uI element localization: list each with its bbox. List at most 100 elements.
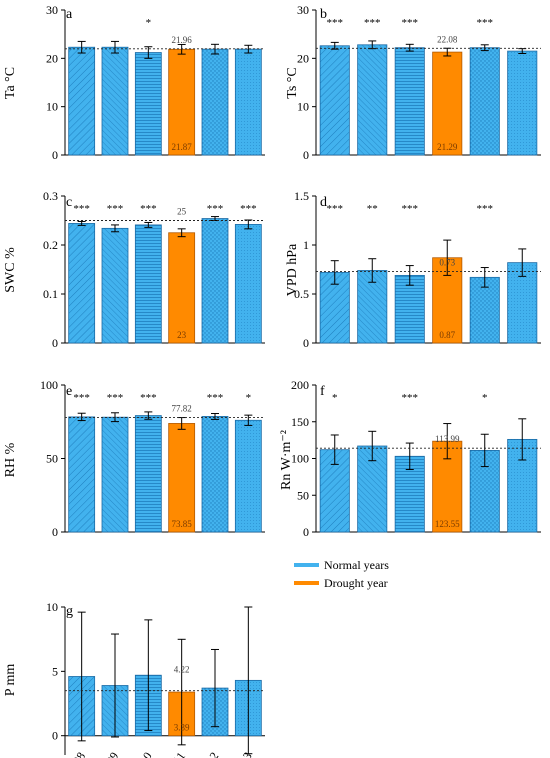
panel-letter: a	[66, 7, 73, 22]
y-axis-label: Ta °C	[3, 67, 18, 99]
significance-marker: ***	[73, 203, 90, 215]
y-tick-label: 0	[52, 729, 58, 743]
y-tick-label: 10	[46, 100, 58, 114]
y-tick-label: 0.2	[43, 238, 58, 252]
bar-2011	[168, 232, 196, 344]
significance-marker: *	[482, 392, 488, 404]
significance-marker: ***	[207, 392, 224, 404]
reference-mean-label: 4.22	[174, 665, 190, 675]
y-tick-label: 0	[303, 525, 309, 539]
significance-marker: ***	[327, 17, 344, 29]
significance-marker: ***	[477, 203, 494, 215]
significance-marker: ***	[240, 203, 257, 215]
significance-marker: ***	[107, 392, 124, 404]
y-tick-label: 150	[291, 415, 309, 429]
y-tick-label: 0	[303, 148, 309, 162]
y-tick-label: 0	[52, 148, 58, 162]
bar-2010	[394, 47, 425, 156]
x-category-label: 2009	[96, 749, 121, 758]
bar-2008	[68, 46, 96, 156]
significance-marker: ***	[140, 203, 157, 215]
y-tick-label: 30	[297, 3, 309, 17]
y-tick-label: 0	[52, 336, 58, 350]
y-axis-label: SWC %	[3, 247, 18, 293]
drought-bar-value: 21.29	[437, 142, 458, 152]
bar-2009	[357, 44, 388, 156]
bar-2010	[134, 52, 162, 156]
significance-marker: **	[367, 203, 378, 215]
y-tick-label: 100	[291, 452, 309, 466]
drought-bar-value: 3.39	[174, 723, 190, 733]
significance-marker: ***	[402, 392, 419, 404]
significance-marker: ***	[140, 392, 157, 404]
bar-2012	[469, 47, 500, 156]
y-tick-label: 50	[297, 488, 309, 502]
bar-2009	[101, 46, 129, 156]
significance-marker: ***	[402, 17, 419, 29]
y-axis-label: Rn W·m⁻²	[279, 430, 294, 490]
panel-letter: f	[320, 384, 325, 399]
x-category-label: 2012	[196, 749, 221, 758]
bar-2010	[394, 274, 425, 344]
significance-marker: ***	[327, 203, 344, 215]
y-tick-label: 0.3	[43, 189, 58, 203]
y-tick-label: 0	[303, 336, 309, 350]
x-category-label: 2008	[63, 749, 88, 758]
significance-marker: ***	[73, 392, 90, 404]
reference-mean-label: 22.08	[437, 34, 458, 44]
x-category-label: 2010	[130, 749, 155, 758]
bar-2013	[234, 48, 262, 156]
y-axis-label: RH %	[3, 442, 18, 477]
bar-2011	[168, 423, 196, 533]
y-tick-label: 0	[52, 525, 58, 539]
legend-drought-label: Drought year	[324, 576, 388, 590]
panel-b: b Ts °C 0 10 20 30 *** *** *** 21.29 22.08 ***	[285, 3, 541, 162]
panel-letter: b	[320, 7, 327, 22]
bar-2010	[134, 224, 162, 344]
reference-mean-label: 0.73	[439, 257, 455, 267]
bar-2010	[134, 415, 162, 533]
panel-letter: g	[66, 604, 73, 619]
y-tick-label: 0.5	[294, 287, 309, 301]
bar-2012	[201, 416, 229, 533]
significance-marker: *	[146, 17, 152, 29]
panel-letter: d	[320, 195, 327, 210]
significance-marker: *	[332, 392, 338, 404]
x-category-label: 2013	[230, 749, 255, 758]
bar-2008	[68, 223, 96, 344]
panel-letter: e	[66, 384, 72, 399]
reference-mean-label: 25	[177, 207, 187, 217]
bar-2009	[101, 227, 129, 344]
x-category-label: 2011	[163, 749, 188, 758]
bar-2011	[432, 257, 463, 344]
drought-bar-value: 23	[177, 330, 187, 340]
bar-2008	[68, 416, 96, 533]
y-tick-label: 5	[52, 664, 58, 678]
bar-2009	[101, 416, 129, 533]
reference-mean-label: 77.82	[172, 404, 192, 414]
legend-normal-label: Normal years	[324, 558, 389, 572]
y-axis-label: P mm	[3, 664, 18, 697]
bar-2011	[168, 48, 196, 156]
y-tick-label: 10	[46, 600, 58, 614]
drought-bar-value: 21.87	[172, 142, 193, 152]
reference-mean-label: 21.96	[172, 35, 193, 45]
legend: Normal years Drought year	[294, 558, 389, 590]
drought-bar-value: 123.55	[435, 519, 460, 529]
significance-marker: ***	[477, 17, 494, 29]
drought-bar-value: 73.85	[172, 519, 193, 529]
significance-marker: ***	[107, 203, 124, 215]
drought-bar-value: 0.87	[439, 330, 455, 340]
significance-marker: ***	[207, 203, 224, 215]
bar-2013	[234, 419, 262, 533]
significance-marker: *	[246, 392, 252, 404]
bar-2012	[201, 218, 229, 344]
y-axis-label: Ts °C	[285, 67, 300, 98]
panel-a: a Ta °C 0 10 20 30 * 21.87 21.96	[3, 3, 265, 162]
bar-2013	[507, 50, 538, 156]
